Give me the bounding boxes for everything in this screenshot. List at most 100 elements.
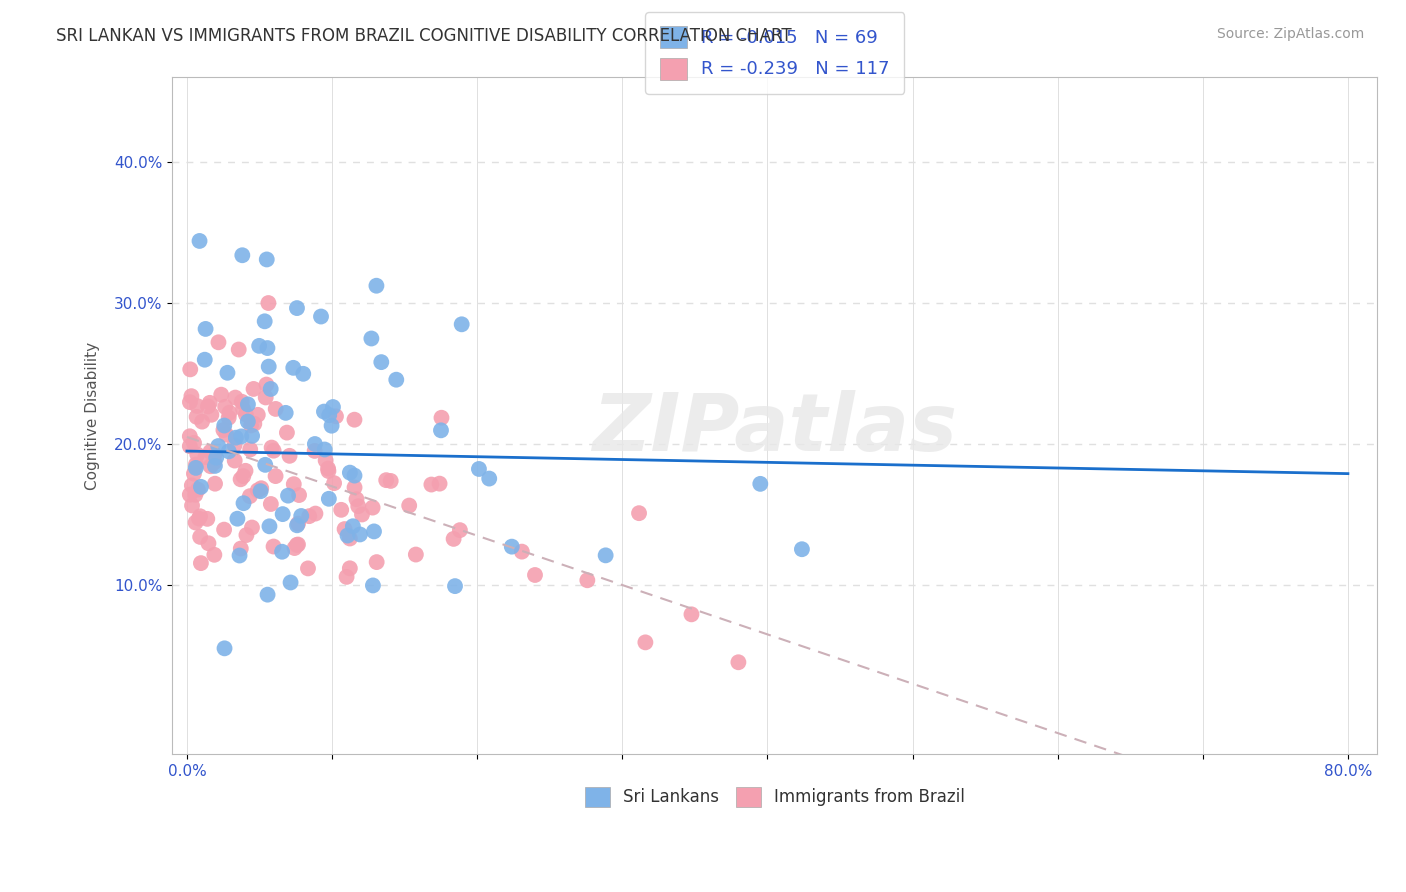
Point (204, 448, 226, 462)
Point (231, 248, 253, 262)
Point (229, 472, 252, 486)
Point (246, 483, 269, 498)
Point (190, 480, 212, 494)
Point (634, 635, 657, 649)
Point (200, 444, 222, 458)
Point (339, 532, 361, 546)
Point (200, 408, 222, 422)
Point (232, 496, 254, 510)
Point (429, 476, 451, 491)
Point (304, 443, 326, 458)
Point (187, 511, 209, 525)
Point (207, 335, 229, 350)
Point (240, 418, 263, 433)
Point (343, 413, 366, 427)
Point (260, 497, 283, 511)
Point (184, 461, 207, 475)
Point (247, 339, 270, 353)
Point (183, 436, 205, 450)
Point (194, 322, 217, 336)
Point (444, 579, 467, 593)
Point (283, 541, 305, 555)
Point (349, 527, 371, 541)
Point (184, 488, 207, 502)
Point (363, 524, 385, 539)
Point (304, 437, 326, 451)
Point (430, 423, 453, 437)
Point (297, 561, 319, 575)
Point (315, 453, 337, 467)
Point (333, 522, 356, 536)
Point (370, 355, 392, 369)
Point (240, 520, 263, 534)
Point (318, 464, 340, 478)
Point (449, 523, 471, 537)
Point (501, 540, 523, 554)
Point (350, 508, 373, 522)
Point (202, 548, 225, 562)
Point (225, 431, 247, 445)
Point (204, 458, 226, 473)
Point (385, 373, 408, 387)
Point (184, 458, 207, 472)
Point (749, 476, 772, 491)
Point (240, 429, 263, 443)
Point (243, 417, 266, 431)
Point (209, 387, 232, 401)
Text: SRI LANKAN VS IMMIGRANTS FROM BRAZIL COGNITIVE DISABILITY CORRELATION CHART: SRI LANKAN VS IMMIGRANTS FROM BRAZIL COG… (56, 27, 792, 45)
Point (278, 449, 301, 463)
Point (202, 455, 225, 469)
Point (249, 484, 271, 499)
Point (215, 427, 238, 442)
Point (595, 549, 617, 563)
Point (478, 472, 501, 486)
Point (226, 511, 249, 525)
Point (264, 469, 287, 483)
Point (254, 377, 277, 392)
Point (283, 360, 305, 375)
Point (346, 492, 368, 507)
Point (184, 516, 207, 530)
Point (224, 453, 246, 467)
Point (285, 538, 308, 552)
Point (256, 252, 278, 267)
Point (336, 570, 359, 584)
Point (343, 468, 366, 483)
Point (524, 568, 547, 582)
Point (263, 540, 285, 554)
Point (218, 410, 240, 425)
Y-axis label: Cognitive Disability: Cognitive Disability (86, 342, 100, 490)
Point (322, 400, 344, 414)
Point (681, 607, 703, 622)
Point (405, 548, 427, 562)
Point (232, 401, 254, 416)
Point (254, 458, 277, 472)
Point (330, 503, 353, 517)
Point (274, 406, 297, 420)
Point (321, 418, 343, 433)
Point (430, 410, 453, 425)
Point (231, 394, 253, 409)
Point (727, 655, 749, 669)
Point (256, 341, 278, 355)
Point (380, 474, 402, 488)
Point (443, 532, 465, 546)
Point (263, 443, 285, 458)
Point (218, 406, 240, 420)
Point (288, 488, 311, 502)
Point (253, 314, 276, 328)
Point (339, 561, 361, 575)
Point (259, 519, 281, 533)
Point (361, 578, 384, 592)
Point (285, 518, 308, 533)
Point (194, 450, 217, 464)
Point (339, 466, 361, 480)
Point (217, 366, 239, 380)
Point (420, 477, 443, 491)
Point (194, 352, 217, 367)
Point (205, 450, 228, 465)
Point (179, 439, 201, 453)
Point (257, 296, 280, 310)
Point (277, 489, 299, 503)
Point (179, 362, 201, 376)
